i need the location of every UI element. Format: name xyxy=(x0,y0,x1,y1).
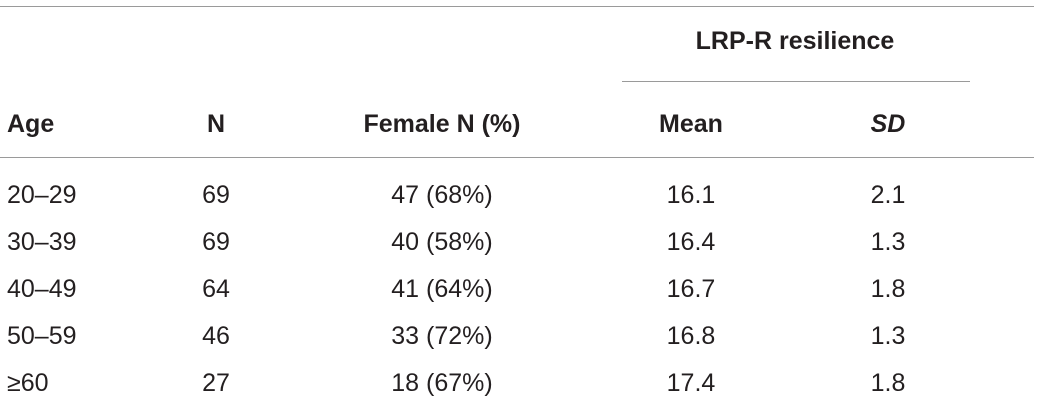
table-cell-n: 27 xyxy=(202,369,230,397)
column-header-n: N xyxy=(206,110,226,138)
table-top-rule xyxy=(0,6,1034,7)
table-cell-age: ≥60 xyxy=(7,369,49,397)
table-cell-n: 69 xyxy=(202,181,230,209)
table-cell-age: 20–29 xyxy=(7,181,77,209)
table-cell-female: 41 (64%) xyxy=(391,275,493,303)
column-header-mean: Mean xyxy=(659,110,723,138)
table-cell-sd: 1.3 xyxy=(870,228,906,256)
table-cell-sd: 2.1 xyxy=(870,181,906,209)
table-cell-age: 50–59 xyxy=(7,322,77,350)
table-cell-sd: 1.8 xyxy=(870,369,906,397)
table-cell-n: 64 xyxy=(202,275,230,303)
table-cell-mean: 16.1 xyxy=(666,181,716,209)
table-cell-female: 18 (67%) xyxy=(391,369,493,397)
table-cell-sd: 1.3 xyxy=(870,322,906,350)
table-cell-n: 69 xyxy=(202,228,230,256)
table-cell-sd: 1.8 xyxy=(870,275,906,303)
table-cell-mean: 16.7 xyxy=(666,275,716,303)
table-cell-mean: 16.4 xyxy=(666,228,716,256)
header-bottom-rule xyxy=(0,157,1034,158)
table-cell-female: 33 (72%) xyxy=(391,322,493,350)
table-cell-n: 46 xyxy=(202,322,230,350)
column-header-sd: SD xyxy=(870,110,906,138)
group-header-rule xyxy=(622,81,970,82)
column-header-age: Age xyxy=(7,110,55,138)
table-cell-age: 40–49 xyxy=(7,275,77,303)
table-cell-female: 40 (58%) xyxy=(391,228,493,256)
table-cell-mean: 17.4 xyxy=(666,369,716,397)
group-header-lrp-r-resilience: LRP-R resilience xyxy=(695,27,895,55)
column-header-female: Female N (%) xyxy=(363,110,521,138)
table-cell-female: 47 (68%) xyxy=(391,181,493,209)
table-cell-mean: 16.8 xyxy=(666,322,716,350)
table-cell-age: 30–39 xyxy=(7,228,77,256)
